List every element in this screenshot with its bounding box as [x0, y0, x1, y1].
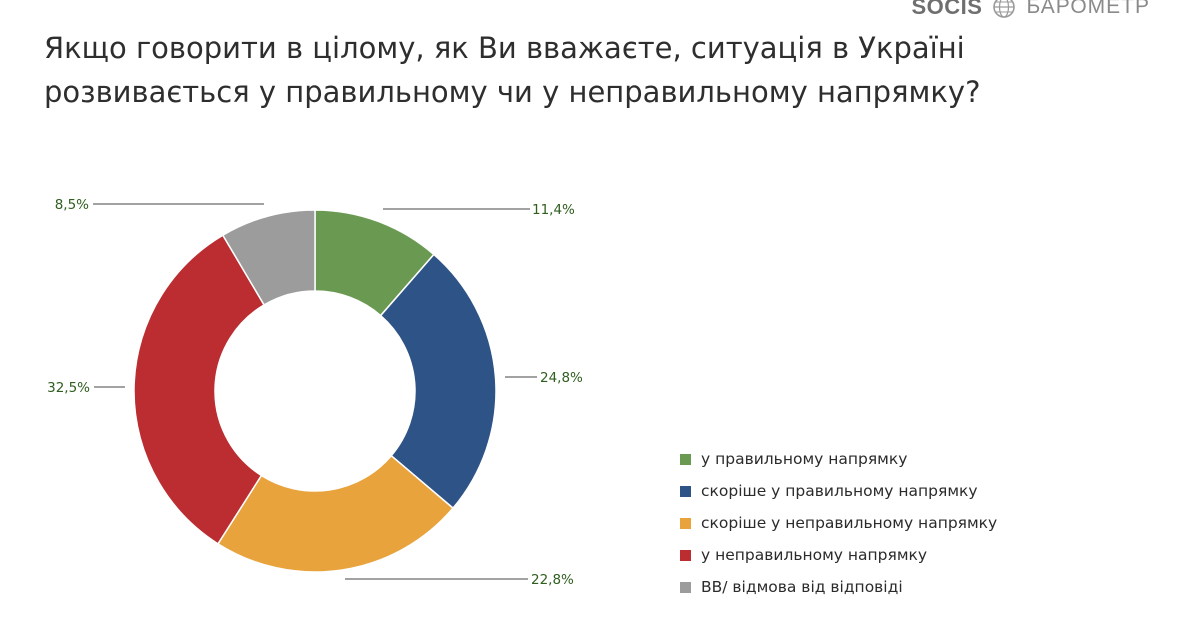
legend-swatch: [680, 581, 691, 593]
legend-swatch: [680, 453, 691, 465]
legend-swatch: [680, 517, 691, 529]
data-label: 11,4%: [532, 202, 575, 218]
brand-logo: SOCIS: [911, 0, 983, 19]
legend-label: у неправильному напрямку: [701, 546, 928, 564]
legend-item: скоріше у неправильному напрямку: [680, 507, 997, 539]
data-label: 24,8%: [540, 370, 583, 386]
legend-label: у правильному напрямку: [701, 450, 908, 468]
title-line-1: Якщо говорити в цілому, як Ви вважаєте, …: [44, 31, 965, 65]
brand-header: SOCIS БАРОМЕТР: [911, 0, 1150, 20]
legend-item: ВВ/ відмова від відповіді: [680, 571, 997, 603]
donut-slice: [216, 454, 455, 573]
donut-slice: [379, 253, 497, 510]
legend-swatch: [680, 485, 691, 497]
legend-label: скоріше у неправильному напрямку: [701, 514, 998, 532]
legend-item: у правильному напрямку: [680, 443, 997, 475]
donut-slice: [221, 209, 316, 306]
chart-legend: у правильному напрямку скоріше у правильн…: [680, 443, 997, 603]
legend-swatch: [680, 549, 691, 561]
legend-label: скоріше у правильному напрямку: [701, 482, 978, 500]
data-label: 32,5%: [47, 380, 90, 396]
legend-item: скоріше у правильному напрямку: [680, 475, 997, 507]
globe-icon: [993, 0, 1016, 18]
brand-name: БАРОМЕТР: [1026, 0, 1150, 18]
legend-item: у неправильному напрямку: [680, 539, 997, 571]
legend-label: ВВ/ відмова від відповіді: [701, 578, 903, 596]
chart-title: Якщо говорити в цілому, як Ви вважаєте, …: [44, 26, 1144, 114]
data-label: 8,5%: [55, 197, 89, 213]
donut-slice: [133, 234, 266, 545]
data-label: 22,8%: [531, 572, 574, 588]
title-line-2: розвивається у правильному чи у неправил…: [44, 75, 981, 109]
